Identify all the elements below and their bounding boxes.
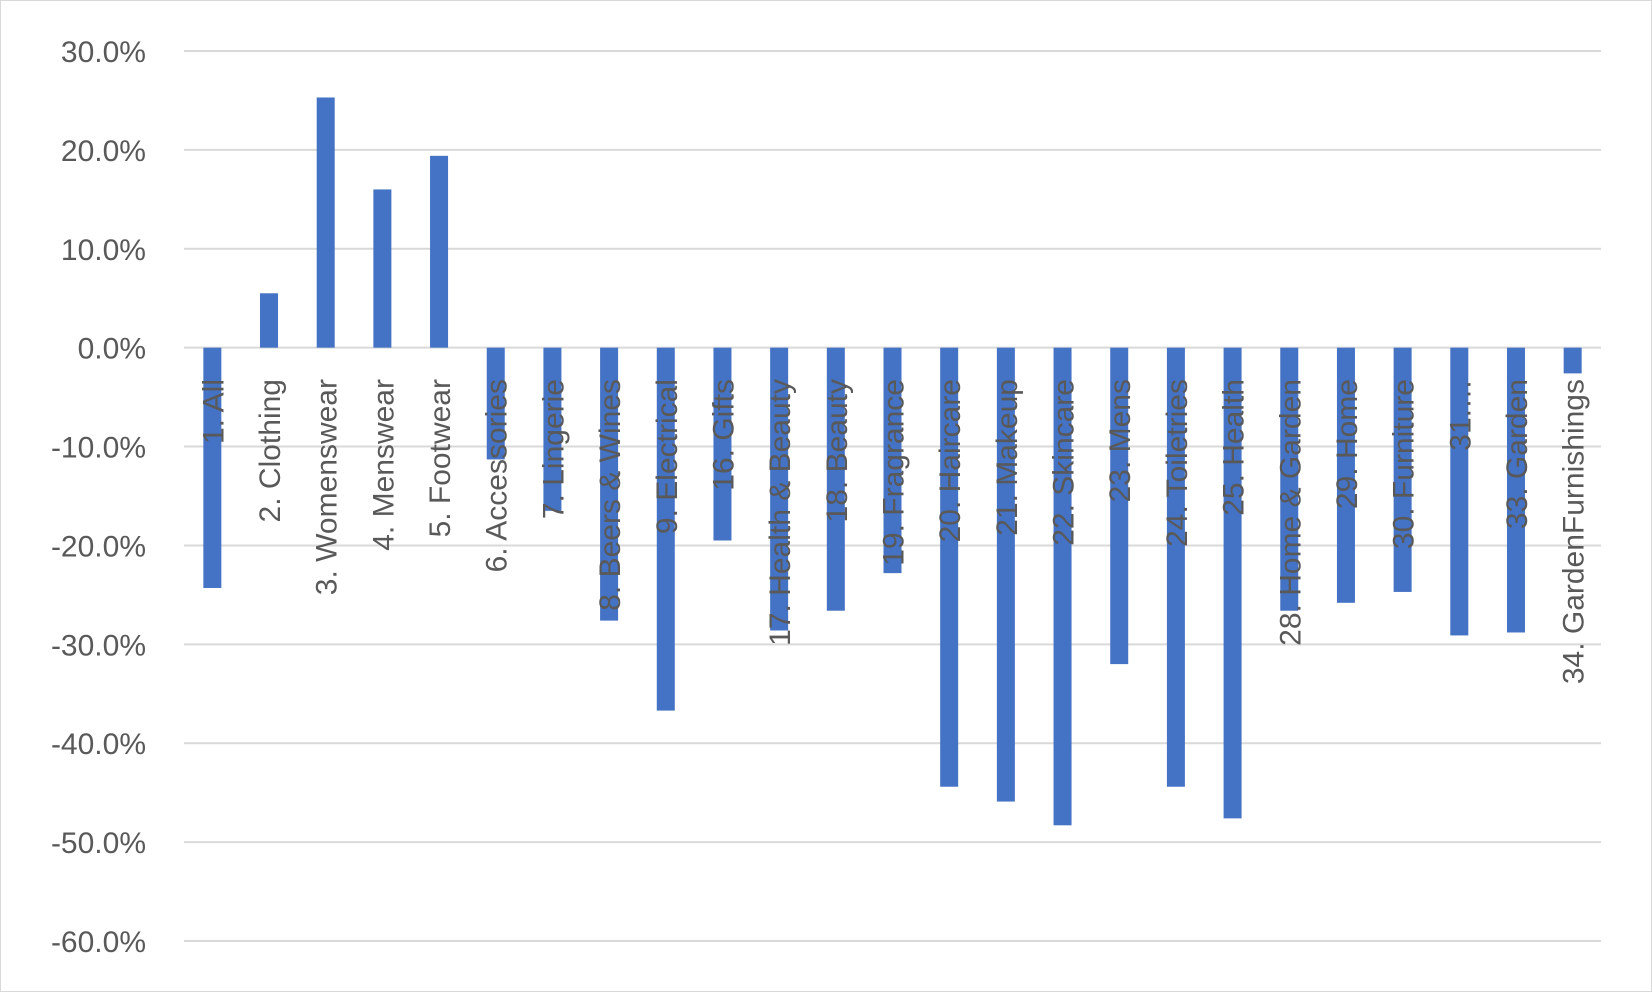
bar	[203, 347, 222, 588]
bar	[543, 347, 562, 511]
y-tick-label: -10.0%	[51, 432, 146, 465]
category-label: 24. Toiletries	[1161, 379, 1194, 547]
category-label: 4. Menswear	[367, 379, 400, 551]
bar	[486, 347, 505, 460]
category-label: 30. Furniture	[1388, 379, 1421, 549]
bar	[1563, 347, 1582, 374]
bar	[430, 155, 449, 348]
category-label: 6. Accessories	[481, 379, 514, 572]
category-labels: 1. All 2. Clothing 3. Womenswear 4. Menswea…	[197, 379, 1590, 684]
y-tick-label: -60.0%	[51, 926, 146, 959]
bar	[1393, 347, 1412, 592]
bar	[770, 347, 789, 631]
y-tick-label: 10.0%	[61, 234, 146, 267]
category-label: 23. Mens	[1104, 379, 1137, 502]
category-label: 20. Haircare	[934, 379, 967, 542]
category-label: 28. Home & Garden	[1274, 379, 1307, 646]
category-label: 9. Electrical	[651, 379, 684, 534]
bar	[1053, 347, 1072, 826]
category-label: 33. Garden	[1501, 379, 1534, 529]
category-label: 16. Gifts	[707, 379, 740, 491]
category-label: 21. Makeup	[991, 379, 1024, 536]
bars	[203, 97, 1582, 826]
bar	[1110, 347, 1129, 665]
bar	[260, 293, 279, 348]
y-tick-label: 0.0%	[78, 333, 146, 366]
bar	[713, 347, 732, 541]
bar	[1223, 347, 1242, 819]
category-label: 29. Home	[1331, 379, 1364, 509]
category-label: 34. GardenFurnishings	[1558, 379, 1591, 684]
category-label: 8. Beers & Wines	[594, 379, 627, 611]
y-tick-label: -40.0%	[51, 728, 146, 761]
bar	[373, 189, 392, 348]
category-label: 1. All	[197, 379, 230, 444]
bar	[1336, 347, 1355, 603]
bar	[1166, 347, 1185, 787]
category-label: 7. Lingerie	[537, 379, 570, 519]
y-tick-label: -50.0%	[51, 827, 146, 860]
bar	[1506, 347, 1525, 633]
y-axis-tick-labels: 30.0% 20.0% 10.0% 0.0% -10.0% -20.0% -30.0% -40…	[51, 36, 146, 959]
category-label: 17. Health & Beauty	[764, 379, 797, 646]
category-label: 22. Skincare	[1048, 379, 1081, 546]
bar	[940, 347, 959, 787]
category-label: 25. Health	[1218, 379, 1251, 516]
bar	[826, 347, 845, 611]
category-label: 3. Womenswear	[311, 379, 344, 595]
bar	[316, 97, 335, 348]
y-tick-label: -20.0%	[51, 530, 146, 563]
bar	[996, 347, 1015, 802]
bar	[1450, 347, 1469, 636]
category-label: 18. Beauty	[821, 379, 854, 522]
y-tick-label: 20.0%	[61, 135, 146, 168]
category-label: 5. Footwear	[424, 379, 457, 537]
bar	[883, 347, 902, 574]
y-tick-label: -30.0%	[51, 629, 146, 662]
category-label: 31.…	[1444, 379, 1477, 451]
y-tick-label: 30.0%	[61, 36, 146, 69]
category-label: 2. Clothing	[254, 379, 287, 522]
bar	[656, 347, 675, 711]
bar	[1280, 347, 1299, 611]
bar	[600, 347, 619, 621]
category-label: 19. Fragrance	[878, 379, 911, 566]
